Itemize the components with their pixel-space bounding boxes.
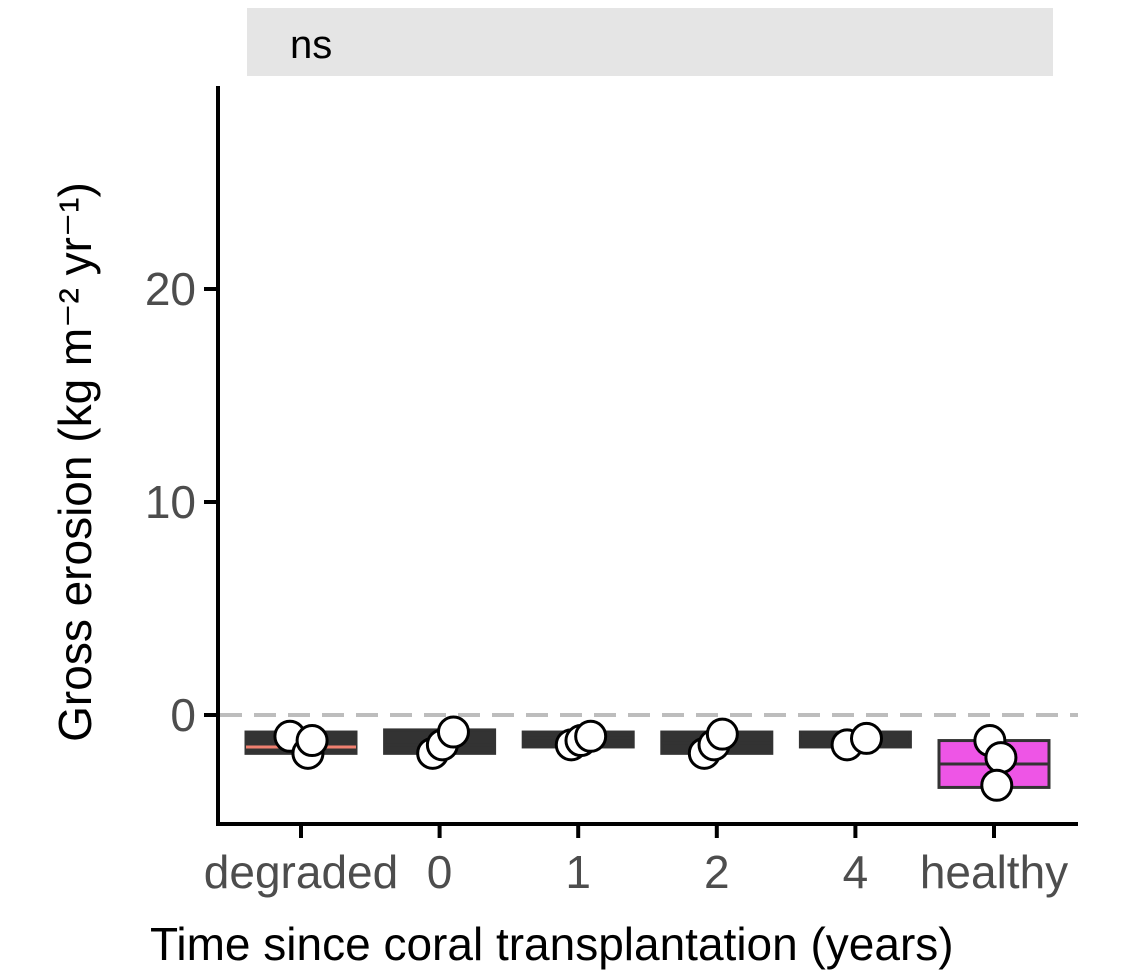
y-tick-label: 20 <box>145 263 196 315</box>
x-tick-label: degraded <box>204 846 398 898</box>
x-tick-label: healthy <box>920 846 1068 898</box>
point-layer <box>273 715 1018 802</box>
x-tick-label: 0 <box>427 846 453 898</box>
y-axis-ticks: 0 10 20 <box>145 263 218 741</box>
data-point-2 <box>705 717 739 751</box>
data-point-4 <box>849 721 883 755</box>
data-point-degraded <box>295 724 329 758</box>
y-tick-label: 10 <box>145 476 196 528</box>
facet-strip: ns <box>247 8 1053 76</box>
facet-strip-background <box>247 8 1053 76</box>
box-layer <box>244 728 1051 789</box>
data-point-healthy <box>980 768 1014 802</box>
x-tick-label: 1 <box>565 846 591 898</box>
x-axis-title: Time since coral transplantation (years) <box>150 918 954 970</box>
facet-strip-label: ns <box>290 23 332 67</box>
x-tick-label: 2 <box>704 846 730 898</box>
data-point-0 <box>436 715 470 749</box>
y-axis-title: Gross erosion (kg m⁻² yr⁻¹) <box>49 182 101 742</box>
y-tick-label: 0 <box>170 689 196 741</box>
x-tick-label: 4 <box>843 846 869 898</box>
data-point-healthy <box>984 741 1018 775</box>
data-point-1 <box>574 719 608 753</box>
x-axis-ticks: degraded 0 1 2 4 healthy <box>204 824 1068 898</box>
